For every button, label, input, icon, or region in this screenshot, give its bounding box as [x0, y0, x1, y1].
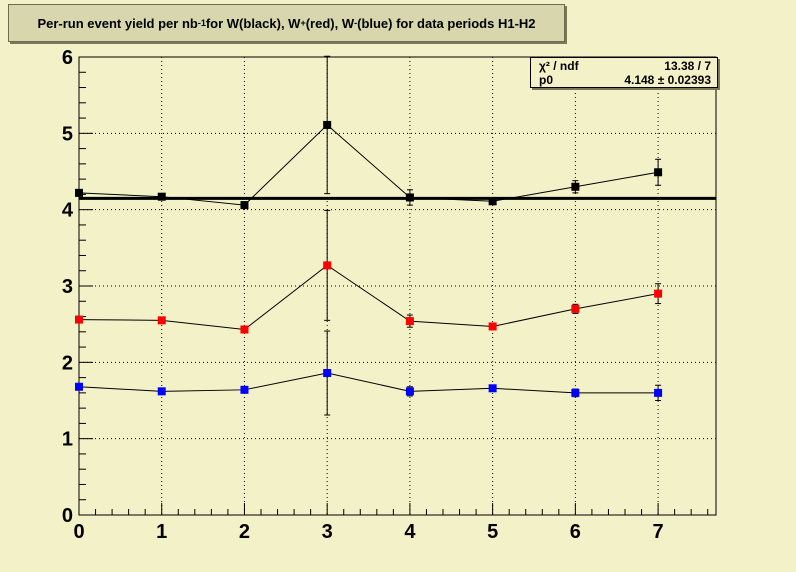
- series-2-point-7: [654, 389, 662, 397]
- series-2-point-2: [240, 386, 248, 394]
- x-tick-label-0: 0: [73, 521, 84, 543]
- x-tick-label-4: 4: [404, 521, 416, 543]
- x-tick-label-7: 7: [653, 521, 664, 543]
- series-2-point-6: [571, 389, 579, 397]
- title-exp1: -1: [198, 18, 206, 28]
- p0-label: p0: [539, 73, 553, 87]
- y-tick-label-4: 4: [62, 200, 74, 222]
- y-tick-label-1: 1: [62, 429, 73, 451]
- y-tick-label-2: 2: [62, 352, 73, 374]
- x-tick-label-6: 6: [570, 521, 581, 543]
- series-1-point-6: [571, 305, 579, 313]
- series-2-point-5: [489, 384, 497, 392]
- x-tick-label-5: 5: [487, 521, 498, 543]
- y-tick-label-6: 6: [62, 47, 73, 69]
- series-0-point-6: [571, 183, 579, 191]
- series-0-point-2: [240, 201, 248, 209]
- series-1-point-3: [323, 261, 331, 269]
- series-1-point-0: [75, 316, 83, 324]
- series-2-point-0: [75, 383, 83, 391]
- title-part2: for W(black), W: [206, 16, 301, 31]
- series-1-point-5: [489, 322, 497, 330]
- series-0-point-3: [323, 121, 331, 129]
- series-0-point-1: [158, 193, 166, 201]
- series-1-point-2: [240, 326, 248, 334]
- y-tick-label-3: 3: [62, 276, 73, 298]
- chi2-value: 13.38 / 7: [664, 59, 711, 73]
- title-part3: (red), W: [306, 16, 354, 31]
- title-part1: Per-run event yield per nb: [37, 16, 197, 31]
- series-2-point-1: [158, 387, 166, 395]
- series-2-point-4: [406, 387, 414, 395]
- y-tick-label-0: 0: [62, 505, 73, 527]
- series-0-line: [79, 125, 658, 205]
- series-1-point-4: [406, 317, 414, 325]
- x-tick-label-2: 2: [239, 521, 250, 543]
- x-tick-label-3: 3: [322, 521, 333, 543]
- stats-row-p0: p0 4.148 ± 0.02393: [539, 73, 711, 87]
- series-0-point-5: [489, 197, 497, 205]
- stats-row-chi2: χ² / ndf 13.38 / 7: [539, 59, 711, 73]
- y-tick-label-5: 5: [62, 123, 73, 145]
- p0-value: 4.148 ± 0.02393: [624, 73, 711, 87]
- chi2-label: χ² / ndf: [539, 59, 579, 73]
- series-0-point-7: [654, 168, 662, 176]
- series-0-point-0: [75, 189, 83, 197]
- series-2-point-3: [323, 369, 331, 377]
- x-tick-label-1: 1: [156, 521, 167, 543]
- series-1-line: [79, 265, 658, 329]
- title-part4: (blue) for data periods H1-H2: [357, 16, 535, 31]
- series-2-line: [79, 373, 658, 393]
- plot-frame: [79, 57, 716, 515]
- fit-stats-box: χ² / ndf 13.38 / 7 p0 4.148 ± 0.02393: [530, 57, 718, 88]
- series-0-point-4: [406, 193, 414, 201]
- series-1-point-1: [158, 316, 166, 324]
- chart-title: Per-run event yield per nb -1 for W(black…: [8, 4, 565, 42]
- series-1-point-7: [654, 290, 662, 298]
